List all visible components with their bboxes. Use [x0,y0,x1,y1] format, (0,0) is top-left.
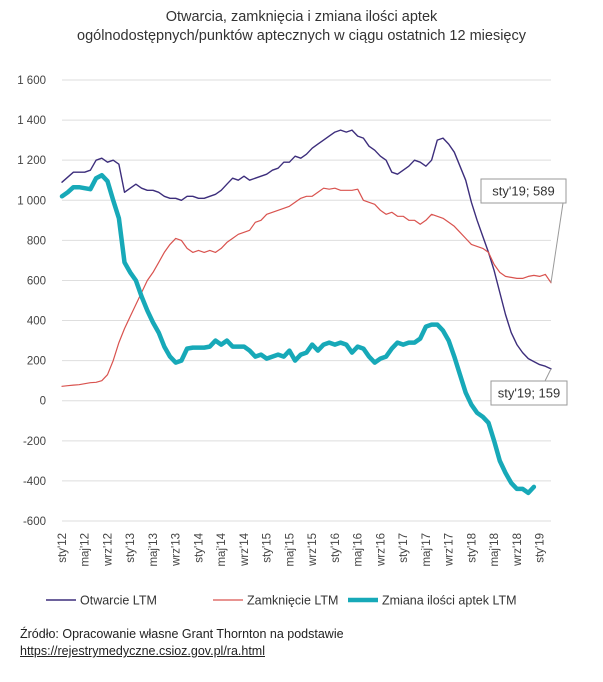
x-tick-label: wrz'12 [102,533,114,567]
y-tick-label: 800 [27,235,46,247]
x-tick-label: wrz'13 [171,533,183,567]
legend-label-3: Zmiana ilości aptek LTM [382,594,517,608]
series-layer [59,129,552,496]
x-tick-label: sty'15 [262,533,274,563]
x-tick-label: wrz'17 [444,533,456,567]
x-tick-label: sty'14 [193,532,205,562]
x-tick-label: maj'15 [284,533,296,567]
x-tick-label: wrz'18 [512,533,524,567]
x-tick-label: sty'13 [125,533,137,563]
y-tick-label: -600 [23,516,46,528]
callout-layer: sty'19; 589 sty'19; 159 [480,178,568,406]
source-link[interactable]: https://rejestrymedyczne.csioz.gov.pl/ra… [20,644,265,658]
y-tick-label: 1 400 [17,115,46,127]
legend-label-1: Otwarcie LTM [80,594,157,608]
x-tick-label: maj'18 [489,533,501,567]
x-axis-tick-labels: sty'12 maj'12 wrz'12 sty'13 maj'13 wrz'13 sty'… [57,532,547,566]
y-tick-label: 1 000 [17,195,46,207]
y-tick-label: 200 [27,356,46,368]
callout-label: sty'19; 589 [492,184,554,199]
callout-leader [544,368,552,382]
x-tick-label: wrz'15 [307,533,319,567]
y-tick-label: 0 [40,396,46,408]
y-tick-label: 1 200 [17,155,46,167]
legend-label-2: Zamknięcie LTM [247,594,338,608]
x-tick-label: maj'16 [353,533,365,567]
x-tick-label: wrz'14 [239,532,251,566]
y-tick-label: -400 [23,476,46,488]
callout-leader [550,202,564,283]
callout-label: sty'19; 159 [498,386,560,401]
x-tick-label: maj'14 [216,532,228,566]
x-tick-label: sty'12 [57,533,69,563]
x-tick-label: sty'19 [535,533,547,563]
x-tick-label: sty'17 [398,533,410,563]
series-line-3 [59,172,537,496]
y-tick-label: -200 [23,436,46,448]
x-tick-label: maj'12 [80,533,92,567]
callout-box [480,178,567,204]
x-tick-label: maj'13 [148,533,160,567]
series-line-2 [61,187,552,387]
y-tick-label: 600 [27,275,46,287]
x-tick-label: sty'18 [466,533,478,563]
callout-box [490,380,568,406]
chart-title-line-2: ogólnodostępnych/punktów aptecznych w ci… [77,28,526,44]
x-tick-label: maj'17 [421,533,433,567]
legend: Otwarcie LTM Zamknięcie LTM Zmiana ilości … [46,594,517,608]
grid-layer [62,79,551,522]
source-note: Źródło: Opracowanie własne Grant Thornto… [20,626,344,660]
y-tick-label: 400 [27,316,46,328]
x-tick-label: wrz'16 [375,533,387,567]
chart-title-line-1: Otwarcia, zamknięcia i zmiana ilości apt… [165,9,438,25]
y-axis-tick-labels: -600 -400 -200 0 200 400 600 800 1 000 1 200 1 400… [17,75,46,528]
source-text: Źródło: Opracowanie własne Grant Thornto… [20,627,344,641]
chart-title: Otwarcia, zamknięcia i zmiana ilości apt… [0,8,603,46]
x-tick-label: sty'16 [330,533,342,563]
y-tick-label: 1 600 [17,75,46,87]
series-line-1 [61,129,552,370]
